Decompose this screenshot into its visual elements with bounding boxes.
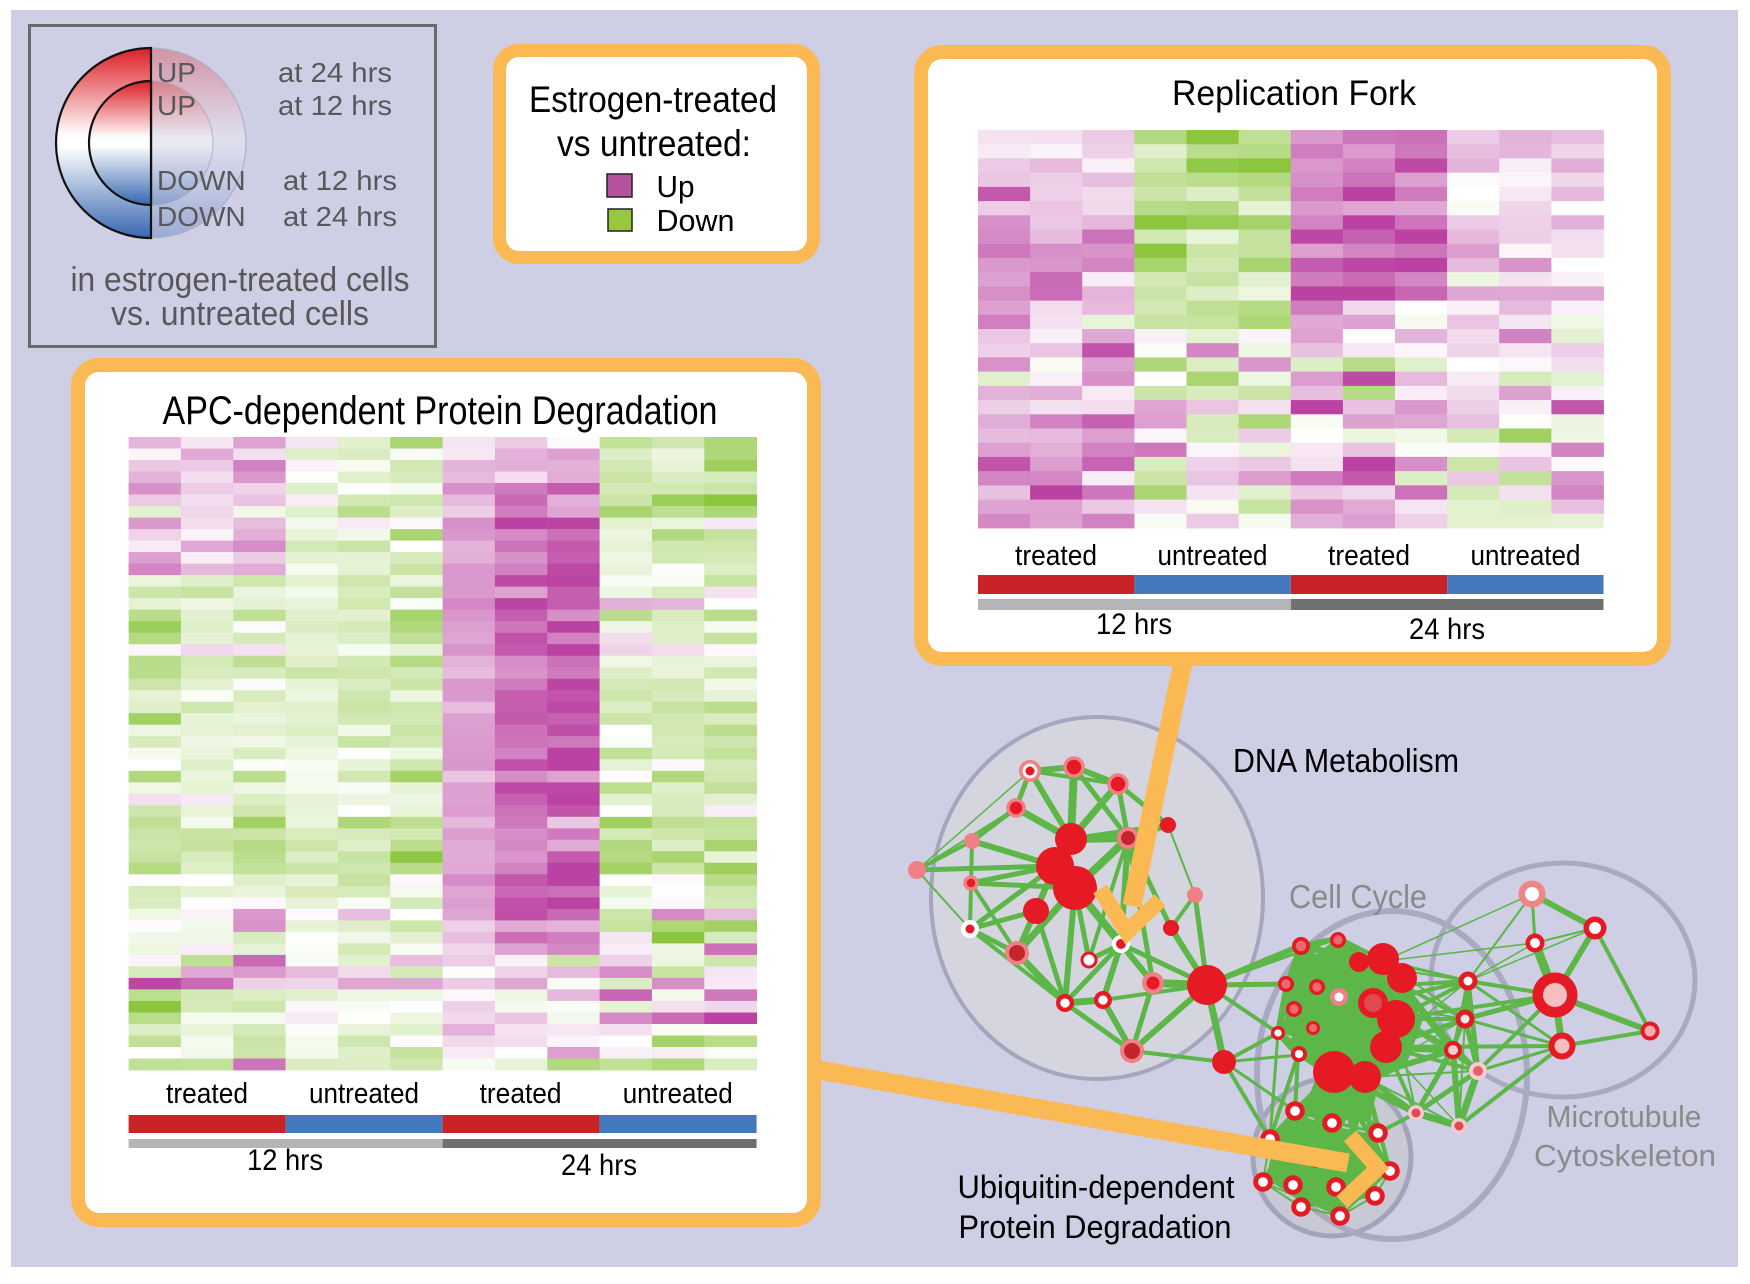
svg-text:at 12 hrs: at 12 hrs <box>283 165 397 196</box>
svg-text:DOWN: DOWN <box>157 201 246 232</box>
svg-text:Protein Degradation: Protein Degradation <box>959 1209 1232 1245</box>
svg-text:Up: Up <box>657 169 695 204</box>
svg-text:vs. untreated cells: vs. untreated cells <box>111 295 369 333</box>
svg-text:at 24 hrs: at 24 hrs <box>278 57 392 88</box>
svg-text:DNA Metabolism: DNA Metabolism <box>1233 742 1459 779</box>
svg-text:untreated: untreated <box>1471 540 1581 572</box>
svg-text:24 hrs: 24 hrs <box>561 1149 637 1182</box>
svg-text:UP: UP <box>157 57 196 88</box>
svg-text:treated: treated <box>166 1078 248 1110</box>
svg-text:Down: Down <box>657 203 735 238</box>
svg-text:Ubiquitin-dependent: Ubiquitin-dependent <box>958 1169 1235 1205</box>
svg-text:Cytoskeleton: Cytoskeleton <box>1534 1138 1716 1173</box>
svg-text:in estrogen-treated cells: in estrogen-treated cells <box>71 261 410 299</box>
svg-text:Estrogen-treated: Estrogen-treated <box>529 79 777 120</box>
svg-text:12 hrs: 12 hrs <box>1096 608 1172 641</box>
svg-text:Cell Cycle: Cell Cycle <box>1289 878 1427 915</box>
svg-text:at 24 hrs: at 24 hrs <box>283 201 397 232</box>
svg-text:APC-dependent Protein Degradat: APC-dependent Protein Degradation <box>163 389 718 433</box>
svg-text:12 hrs: 12 hrs <box>247 1144 323 1177</box>
svg-text:24 hrs: 24 hrs <box>1409 613 1485 646</box>
svg-text:untreated: untreated <box>623 1078 733 1110</box>
svg-text:at 12 hrs: at 12 hrs <box>278 90 392 121</box>
svg-text:treated: treated <box>480 1078 562 1110</box>
svg-text:Replication Fork: Replication Fork <box>1172 74 1416 113</box>
svg-text:Microtubule: Microtubule <box>1547 1099 1702 1134</box>
svg-text:untreated: untreated <box>1158 540 1268 572</box>
svg-text:untreated: untreated <box>309 1078 419 1110</box>
svg-text:vs untreated:: vs untreated: <box>557 123 751 164</box>
svg-text:UP: UP <box>157 90 196 121</box>
svg-text:treated: treated <box>1015 540 1097 572</box>
svg-text:treated: treated <box>1328 540 1410 572</box>
svg-text:DOWN: DOWN <box>157 165 246 196</box>
